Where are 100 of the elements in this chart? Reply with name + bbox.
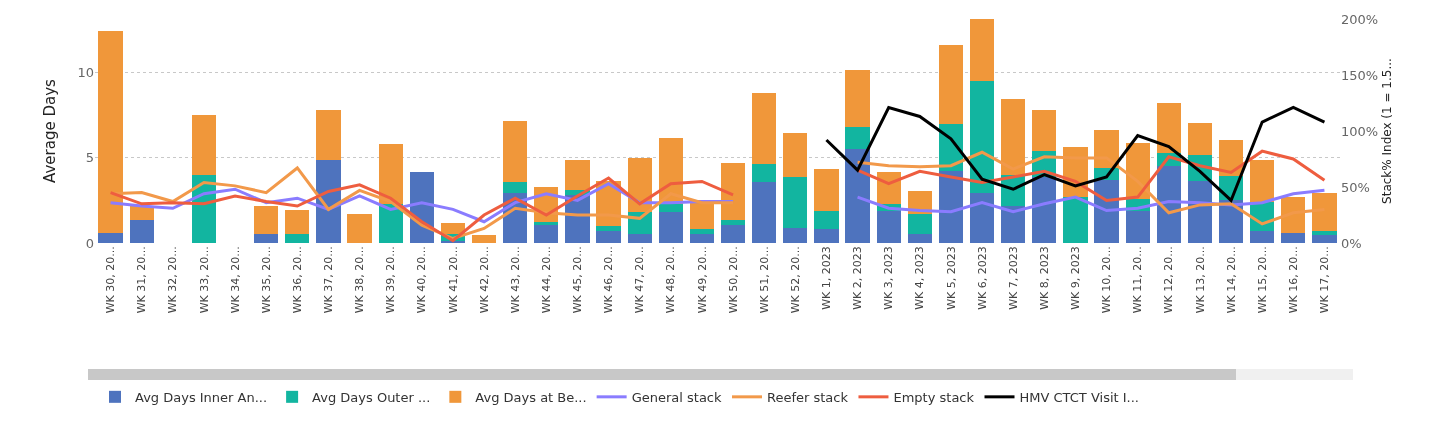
bar: [378, 143, 403, 204]
x-tick-label: WK 38, 20...: [353, 246, 367, 314]
x-tick-label: WK 35, 20...: [259, 246, 273, 314]
x-tick-label: WK 46, 20...: [602, 246, 616, 314]
bar: [720, 225, 746, 243]
bar: [1281, 196, 1306, 233]
x-tick-label: WK 47, 20...: [633, 246, 647, 314]
bar: [1063, 196, 1088, 243]
x-tick-label: WK 36, 20...: [290, 246, 304, 314]
bar: [1312, 231, 1337, 236]
x-tick-label: WK 2, 2023: [851, 246, 865, 310]
bar: [503, 182, 528, 193]
bar: [689, 233, 715, 243]
bar: [752, 92, 777, 165]
bar: [720, 219, 746, 226]
bar: [191, 114, 217, 175]
x-tick-label: WK 52, 20...: [788, 246, 802, 314]
y-tick-label: 10: [77, 64, 94, 80]
bar: [783, 177, 808, 228]
x-tick-label: WK 37, 20...: [322, 246, 336, 314]
bar: [440, 223, 466, 234]
bar: [814, 168, 839, 212]
bar: [938, 171, 964, 243]
x-tick-label: WK 8, 2023: [1037, 246, 1051, 310]
bar: [627, 234, 652, 243]
bar: [1156, 102, 1181, 154]
x-tick-label: WK 17, 20...: [1318, 246, 1332, 314]
x-tick-label: WK 45, 20...: [571, 246, 585, 314]
legend-label: Avg Days Outer ...: [312, 389, 431, 405]
bar: [98, 232, 123, 243]
bar: [254, 233, 279, 243]
legend-label: Avg Days at Be...: [475, 389, 587, 405]
x-tick-label: WK 11, 20...: [1131, 246, 1145, 314]
y2-tick-label: 200%: [1341, 11, 1379, 27]
y2-tick-label: 150%: [1341, 67, 1379, 83]
bar: [285, 209, 310, 235]
bar: [752, 164, 777, 183]
y2-tick-label: 0%: [1341, 235, 1362, 251]
x-tick-label: WK 44, 20...: [539, 246, 553, 314]
bar: [658, 212, 683, 243]
bar: [1001, 98, 1026, 175]
x-tick-label: WK 34, 20...: [228, 246, 242, 314]
x-tick-label: WK 30, 20...: [104, 246, 118, 314]
bar: [1094, 179, 1119, 243]
x-tick-label: WK 4, 2023: [913, 246, 927, 310]
y-tick-label: 0: [85, 235, 94, 251]
bar: [1250, 231, 1275, 243]
bar: [783, 227, 808, 243]
bar: [876, 211, 901, 243]
x-tick-label: WK 51, 20...: [757, 246, 771, 314]
x-tick-label: WK 31, 20...: [135, 246, 149, 314]
x-tick-label: WK 15, 20...: [1255, 246, 1269, 314]
bar: [907, 213, 932, 235]
legend-label: HMV CTCT Visit I...: [1019, 389, 1139, 405]
bar: [1250, 160, 1275, 202]
x-tick-label: WK 9, 2023: [1069, 246, 1083, 310]
bar: [969, 192, 995, 243]
y-tick-label: 5: [85, 150, 94, 166]
legend-label: Empty stack: [893, 389, 975, 405]
bar: [1125, 211, 1150, 243]
y2-tick-label: 50%: [1341, 179, 1370, 195]
bar: [783, 132, 808, 178]
x-tick-label: WK 33, 20...: [197, 246, 211, 314]
bar: [1312, 193, 1337, 232]
bar: [98, 30, 123, 233]
x-tick-label: WK 41, 20...: [446, 246, 460, 314]
bar: [938, 44, 964, 125]
bar: [285, 234, 310, 243]
bar: [907, 234, 932, 243]
x-tick-label: WK 3, 2023: [882, 246, 896, 310]
x-tick-label: WK 39, 20...: [384, 246, 398, 314]
x-tick-label: WK 42, 20...: [477, 246, 491, 314]
bar: [534, 225, 559, 243]
y2-axis-title: Stack% Index (1 = 1.5...: [1380, 58, 1395, 204]
x-tick-label: WK 40, 20...: [415, 246, 429, 314]
bar: [845, 148, 870, 243]
x-tick-label: WK 50, 20...: [726, 246, 740, 314]
bar: [254, 206, 279, 234]
bar: [316, 109, 341, 161]
y2-tick-label: 100%: [1341, 123, 1379, 139]
x-tick-label: WK 13, 20...: [1193, 246, 1207, 314]
bar: [1281, 232, 1306, 243]
x-tick-label: WK 49, 20...: [695, 246, 709, 314]
bar: [565, 160, 590, 190]
bar: [1187, 181, 1213, 243]
x-tick-label: WK 14, 20...: [1224, 246, 1238, 314]
bar: [658, 203, 683, 213]
bar: [129, 219, 154, 243]
bar: [1032, 177, 1057, 243]
x-tick-label: WK 7, 2023: [1006, 246, 1020, 310]
x-tick-label: WK 12, 20...: [1162, 246, 1176, 314]
x-tick-label: WK 1, 2023: [820, 246, 834, 310]
legend-label: General stack: [631, 389, 722, 405]
y-axis-title: Average Days: [41, 78, 59, 183]
bar: [503, 120, 528, 183]
bar: [1312, 235, 1337, 243]
bar: [1187, 123, 1213, 155]
bar: [845, 126, 870, 149]
bar: [1001, 206, 1026, 243]
bar: [596, 231, 621, 243]
